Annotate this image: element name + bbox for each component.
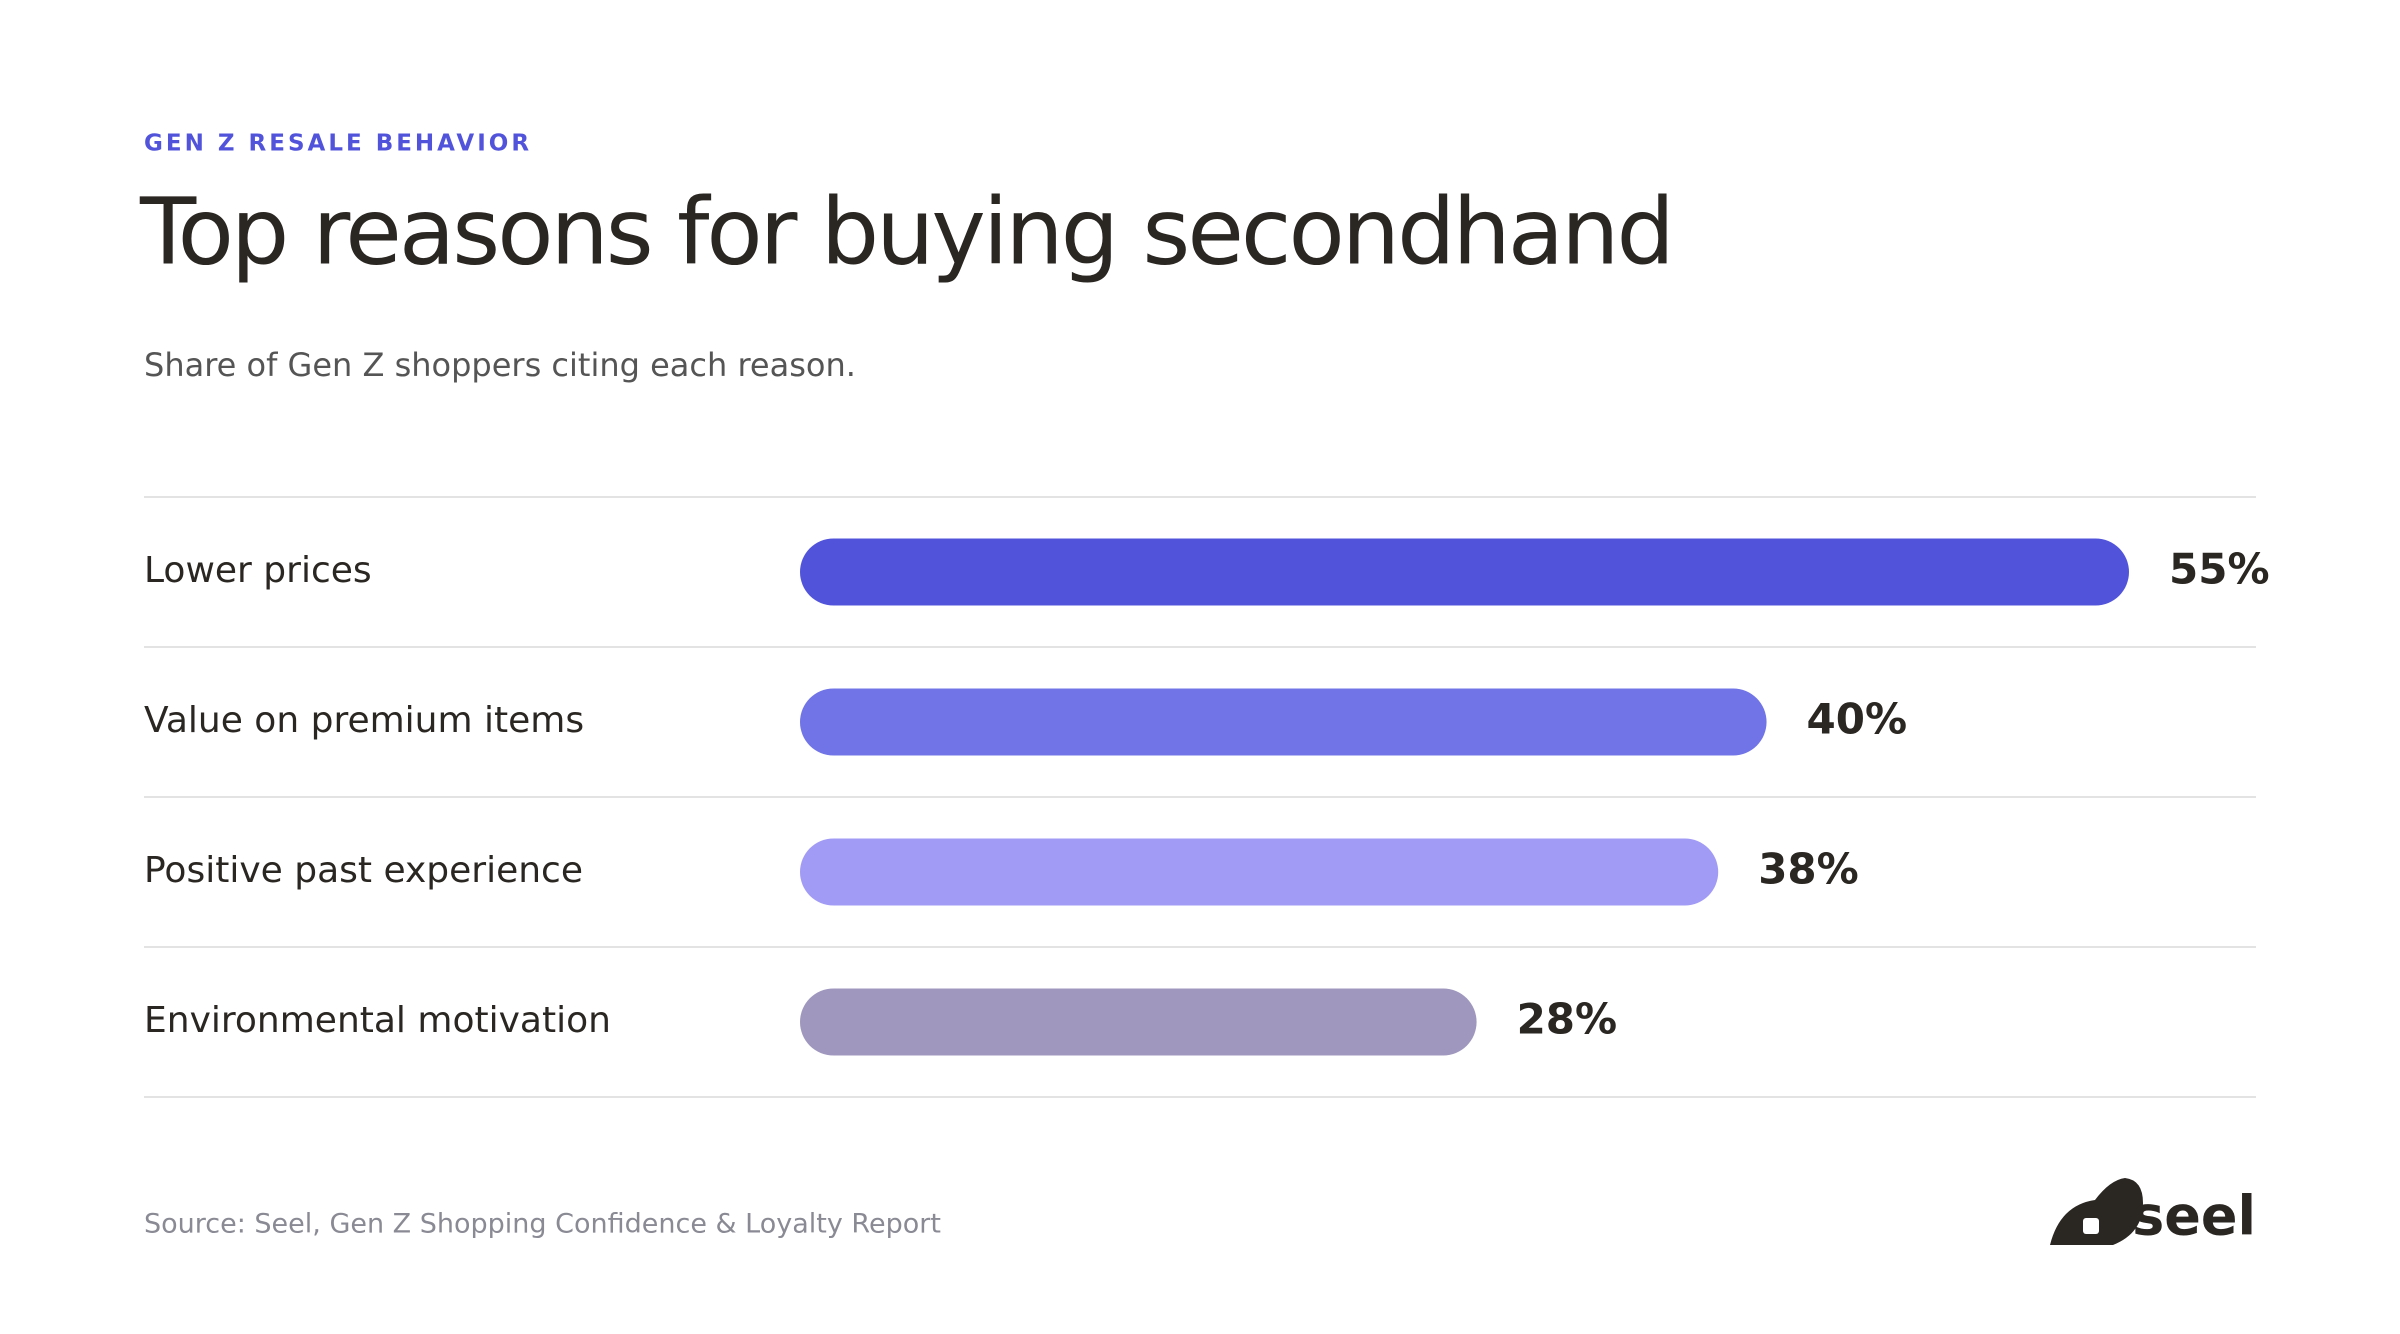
bar	[800, 988, 1477, 1056]
logo-icon-bag	[2083, 1218, 2099, 1234]
value-label: 55%	[2169, 545, 2270, 594]
bar	[800, 838, 1719, 906]
category-label: Environmental motivation	[144, 1000, 611, 1041]
source: Source: Seel, Gen Z Shopping Confidence …	[144, 1209, 941, 1240]
logo-icon	[2050, 1178, 2143, 1245]
logo-text: seel	[2132, 1185, 2256, 1248]
bar	[800, 688, 1767, 756]
chart-title: Top reasons for buying secondhand	[139, 178, 1672, 285]
logo	[2050, 1178, 2143, 1245]
bar	[800, 538, 2129, 606]
value-label: 38%	[1758, 845, 1859, 894]
category-label: Positive past experience	[144, 850, 583, 891]
category-label: Lower prices	[144, 550, 372, 591]
kicker: GEN Z RESALE BEHAVIOR	[144, 131, 532, 157]
value-label: 28%	[1517, 995, 1618, 1044]
category-label: Value on premium items	[144, 700, 584, 741]
value-label: 40%	[1807, 695, 1908, 744]
subtitle: Share of Gen Z shoppers citing each reas…	[144, 346, 856, 384]
